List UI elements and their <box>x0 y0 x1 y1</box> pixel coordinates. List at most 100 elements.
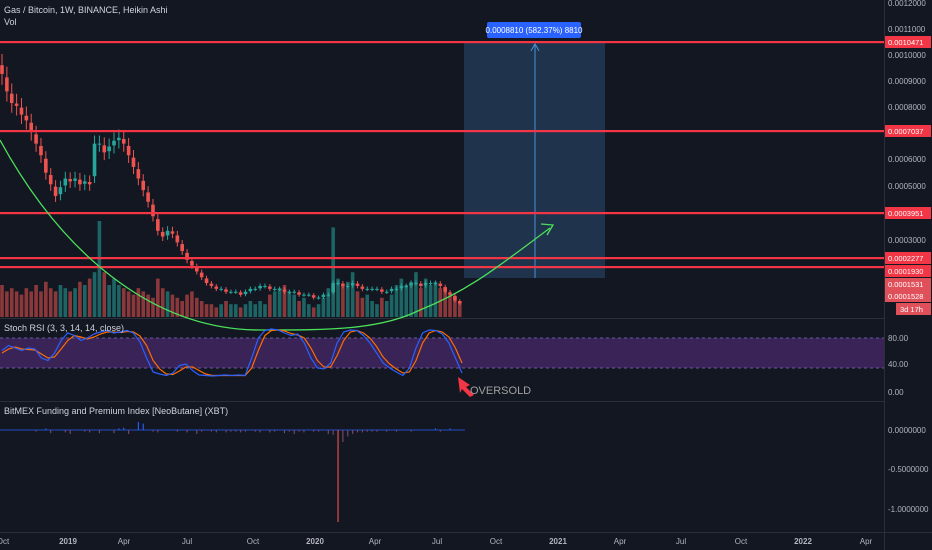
volume-bar <box>336 278 340 317</box>
projection-label-box <box>487 22 581 38</box>
volume-bar <box>53 291 58 317</box>
level-line <box>0 130 884 133</box>
volume-bar <box>92 272 97 317</box>
candle-body <box>277 288 282 290</box>
price-tick: 0.0010000 <box>888 51 926 60</box>
volume-bar <box>263 304 267 317</box>
time-tick: 2020 <box>306 537 324 546</box>
candle-body <box>180 244 184 252</box>
time-tick: Jul <box>432 537 442 546</box>
price-tick: 0.0003000 <box>888 236 926 245</box>
candle-body <box>443 287 447 292</box>
volume-bar <box>453 297 457 317</box>
candle-body <box>44 158 48 173</box>
candle-body <box>170 231 175 234</box>
volume-bar <box>175 297 180 317</box>
candle-body <box>63 178 68 186</box>
level-label: 0.0001528 <box>888 292 923 301</box>
candle-body <box>345 285 350 287</box>
oversold-arrow <box>458 377 474 397</box>
volume-bar <box>433 281 438 317</box>
trend-curve[interactable] <box>0 139 555 331</box>
candle-body <box>233 291 238 293</box>
candle-body <box>414 283 418 285</box>
candle-body <box>365 288 370 290</box>
time-tick: Jul <box>182 537 192 546</box>
volume-bar <box>292 294 296 317</box>
volume-bar <box>9 288 14 317</box>
stoch-tick: 0.00 <box>888 388 904 397</box>
candle-body <box>258 285 262 289</box>
candle-body <box>141 180 146 191</box>
volume-bar <box>34 285 38 317</box>
volume-bar <box>0 285 4 317</box>
candle-body <box>292 291 296 293</box>
candle-body <box>160 231 165 237</box>
stoch-rsi-title: Stoch RSI (3, 3, 14, 14, close) <box>4 323 125 333</box>
candle-body <box>204 278 209 284</box>
volume-bar <box>151 297 155 317</box>
volume-bar <box>253 304 258 317</box>
candle-body <box>355 283 360 286</box>
volume-bar <box>97 221 102 317</box>
candle-body <box>117 137 121 141</box>
volume-bar <box>126 291 131 317</box>
time-tick: 2021 <box>549 537 567 546</box>
candle-body <box>409 283 413 286</box>
candle-body <box>185 252 189 260</box>
volume-bar <box>199 301 204 317</box>
volume-bar <box>224 301 228 317</box>
level-label: 0.0002277 <box>888 254 923 263</box>
candle-body <box>243 291 248 295</box>
volume-bar <box>156 278 160 317</box>
candle-body <box>0 65 4 74</box>
stoch-k-line <box>1 328 463 377</box>
time-tick: Apr <box>118 537 131 546</box>
funding-tick: -1.0000000 <box>888 505 929 514</box>
volume-bar <box>5 291 9 317</box>
volume-bar <box>219 304 223 317</box>
level-label: 0.0001531 <box>888 280 923 289</box>
candle-body <box>14 103 19 106</box>
volume-bar <box>360 297 365 317</box>
level-label: 0.0010471 <box>888 38 923 47</box>
price-tick: 0.0005000 <box>888 182 926 191</box>
level-label-box <box>885 290 931 302</box>
candle-body <box>39 145 43 156</box>
candle-body <box>448 292 452 295</box>
volume-bar <box>238 307 243 317</box>
candlesticks <box>0 53 462 306</box>
candle-body <box>331 283 335 293</box>
volume-bar <box>282 285 287 317</box>
candle-body <box>29 122 34 133</box>
level-line <box>0 41 884 44</box>
candle-body <box>19 107 24 115</box>
volume-bar <box>29 291 34 317</box>
curve-path <box>0 139 551 331</box>
funding-tick: 0.0000000 <box>888 426 926 435</box>
volume-bar <box>195 297 199 317</box>
volume-bar <box>73 288 77 317</box>
volume-bar <box>302 297 306 317</box>
volume-bar <box>287 291 292 317</box>
candle-body <box>82 181 87 184</box>
candle-body <box>370 288 374 290</box>
candle-body <box>9 93 14 103</box>
candle-body <box>58 187 63 195</box>
volume-bar <box>121 288 126 317</box>
candle-body <box>316 297 321 299</box>
countdown-box <box>896 303 931 315</box>
candle-body <box>307 294 311 296</box>
volume-bar <box>185 294 189 317</box>
price-levels[interactable] <box>0 41 884 269</box>
volume-bar <box>428 285 433 317</box>
volume-label: Vol <box>4 17 17 27</box>
candle-body <box>68 179 72 182</box>
oversold-label: OVERSOLD <box>470 385 531 397</box>
level-label: 0.0003951 <box>888 209 923 218</box>
candle-body <box>248 288 253 292</box>
volume-bar <box>365 294 370 317</box>
price-tick: 0.0011000 <box>888 25 926 34</box>
volume-bar <box>170 294 175 317</box>
